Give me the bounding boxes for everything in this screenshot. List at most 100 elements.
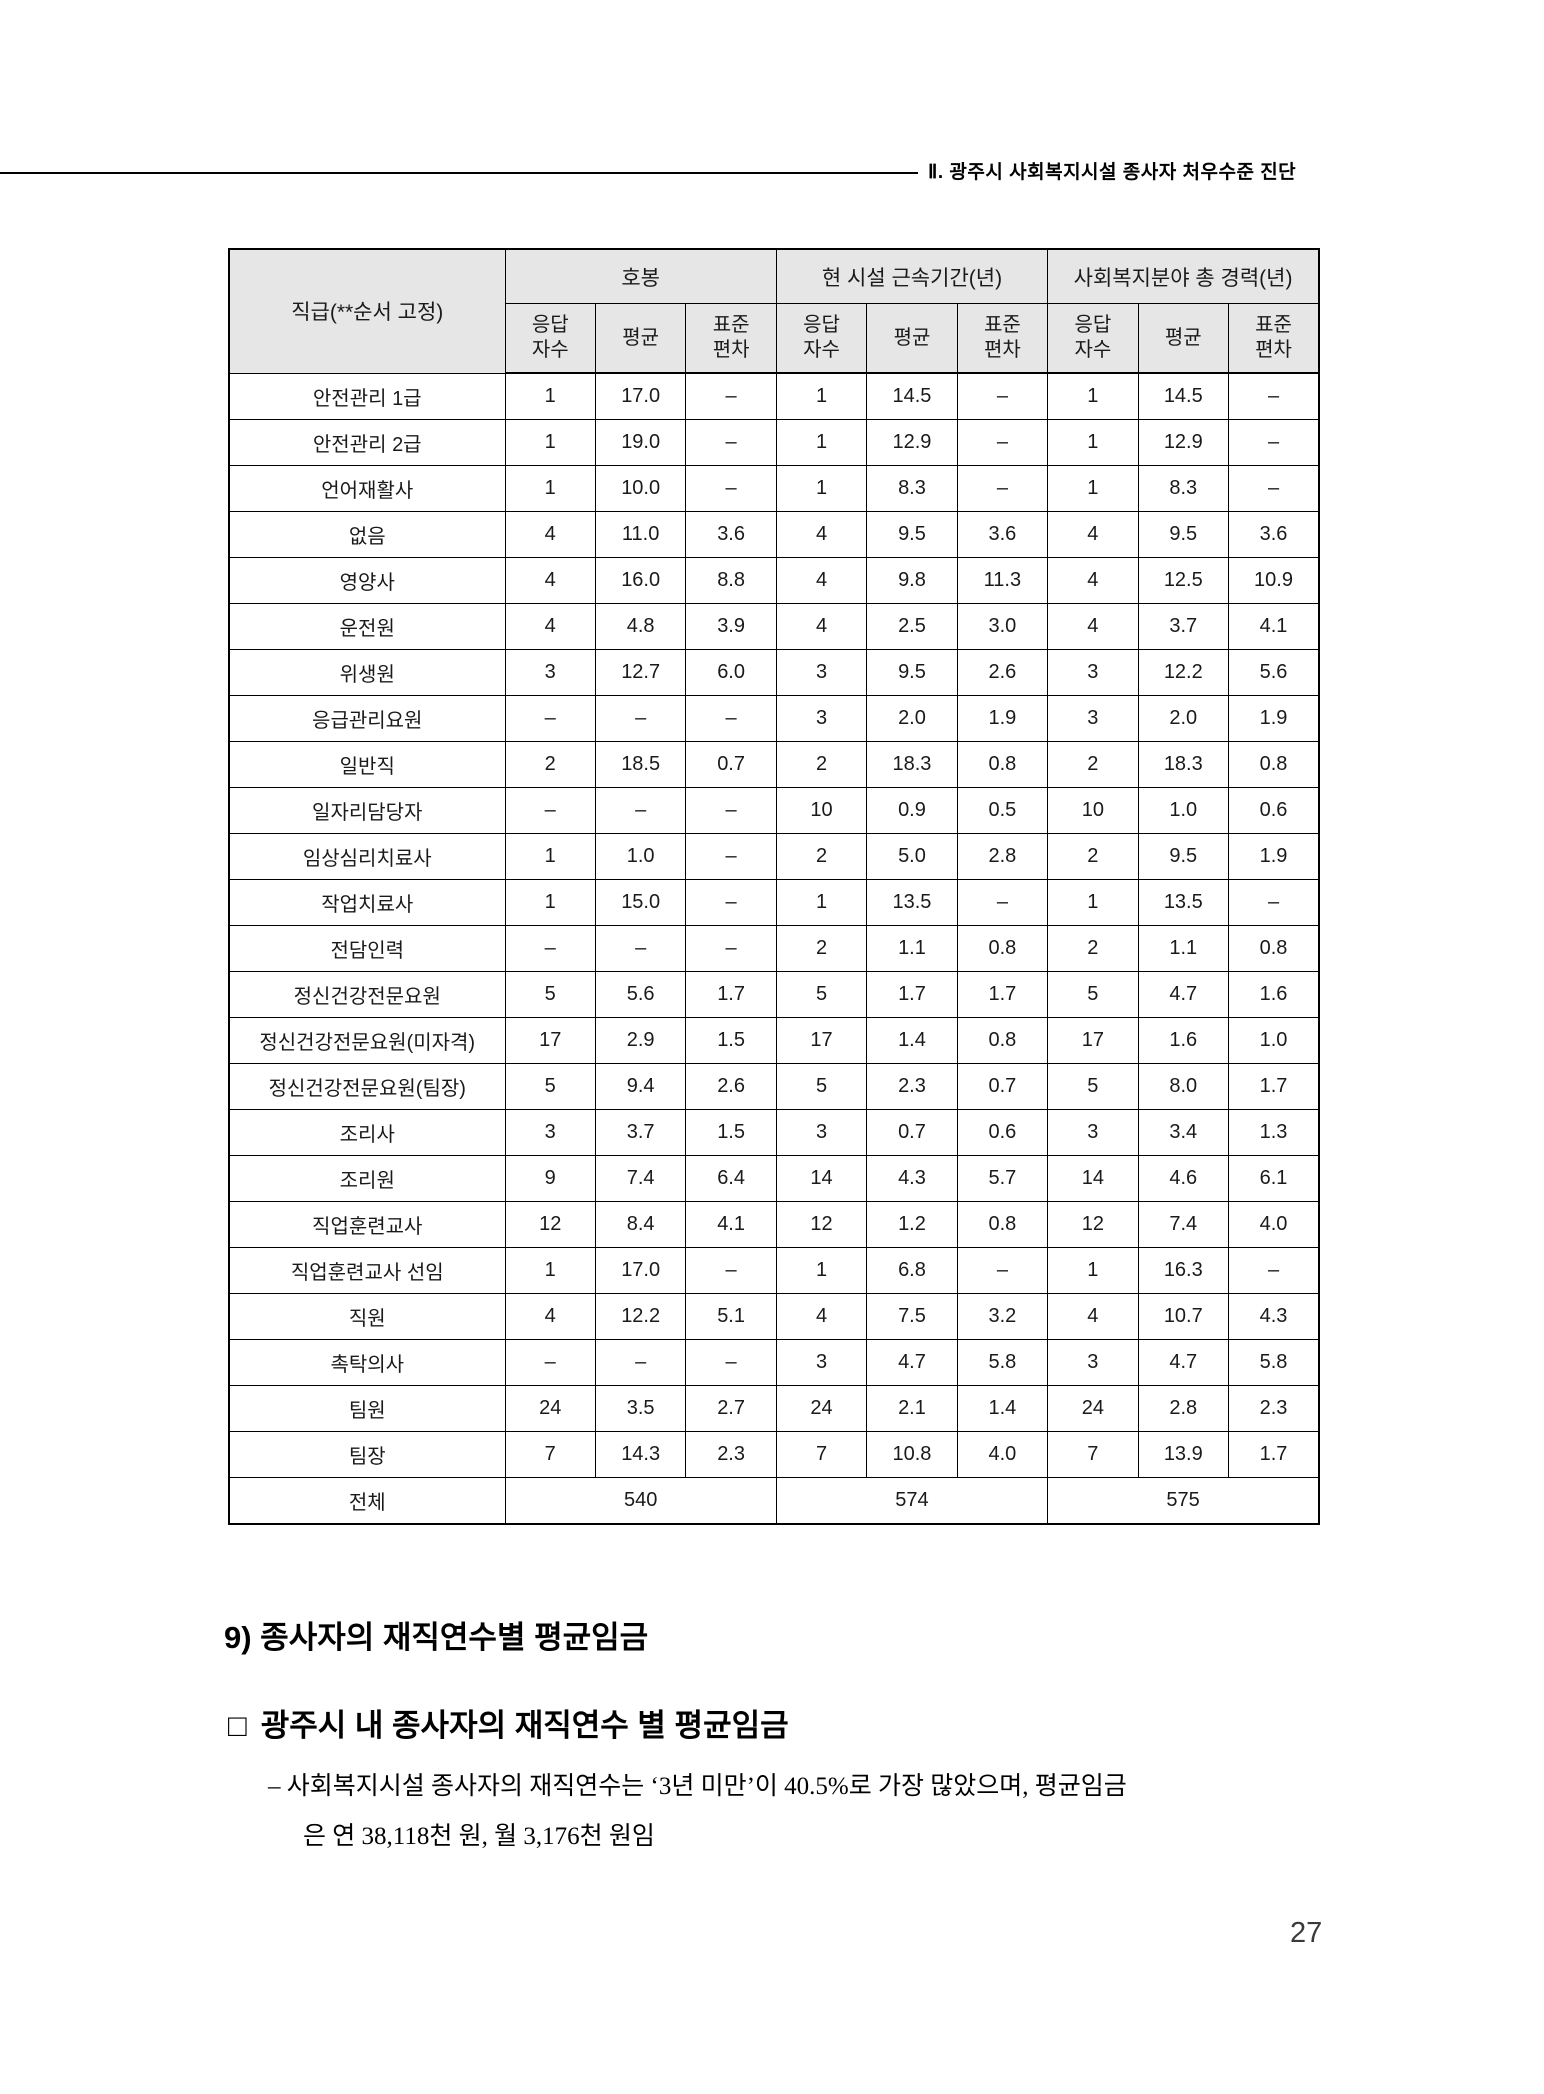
value-cell: 1 — [504, 419, 596, 466]
value-cell: – — [504, 925, 596, 972]
value-cell: – — [1228, 1247, 1320, 1294]
value-cell: 1 — [504, 372, 596, 420]
value-cell: 2.3 — [685, 1431, 777, 1478]
value-cell: 2.5 — [866, 603, 958, 650]
value-cell: 1 — [1047, 419, 1139, 466]
sub-section-heading-text: 광주시 내 종사자의 재직연수 별 평균임금 — [260, 1708, 789, 1743]
value-cell: 3.2 — [956, 1293, 1049, 1340]
value-cell: 2.8 — [1137, 1385, 1230, 1432]
value-cell: 4.6 — [1137, 1155, 1230, 1202]
value-cell: – — [685, 465, 777, 512]
value-cell: 18.3 — [866, 741, 958, 788]
value-cell: 1 — [1047, 465, 1139, 512]
value-cell: 5 — [1047, 1063, 1139, 1110]
row-label-cell: 정신건강전문요원 — [228, 971, 506, 1018]
table-row: 전담인력 – – –2 1.1 0.8 2 1.1 0.8 — [228, 925, 1320, 972]
value-cell: 4.0 — [956, 1431, 1049, 1478]
value-cell: 4.1 — [1228, 603, 1320, 650]
value-cell: 2 — [775, 741, 868, 788]
row-label-cell: 영양사 — [228, 557, 506, 604]
value-cell: 12.2 — [1137, 649, 1230, 696]
value-cell: 4 — [775, 511, 868, 558]
value-cell: 2 — [504, 741, 596, 788]
value-cell: 12.7 — [594, 649, 687, 696]
value-cell: 16.0 — [594, 557, 687, 604]
table-row: 촉탁의사 – – –3 4.7 5.8 3 4.7 5.8 — [228, 1339, 1320, 1386]
value-cell: 3.6 — [1228, 511, 1320, 558]
group-header-row: 직급(**순서 고정) 호봉 현 시설 근속기간(년) 사회복지분야 총 경력(… — [228, 248, 1320, 374]
running-header-title: Ⅱ. 광주시 사회복지시설 종사자 처우수준 진단 — [928, 162, 1297, 183]
value-cell: – — [685, 372, 777, 420]
value-cell: 0.8 — [1228, 925, 1320, 972]
value-cell: 1 — [775, 465, 868, 512]
value-cell: 2.3 — [1228, 1385, 1320, 1432]
sub-header-respondents: 응답 자수 — [1047, 303, 1139, 374]
value-cell: 3.6 — [685, 511, 777, 558]
value-cell: – — [504, 787, 596, 834]
table-row: 일자리담당자 – – –10 0.9 0.5 10 1.0 0.6 — [228, 787, 1320, 834]
value-cell: – — [1228, 465, 1320, 512]
value-cell: 3 — [1047, 1339, 1139, 1386]
table-row: 조리사 3 3.7 1.5 3 0.7 0.6 3 3.4 1.3 — [228, 1109, 1320, 1156]
value-cell: 1 — [504, 1247, 596, 1294]
value-cell: 1.5 — [685, 1017, 777, 1064]
value-cell: 3.5 — [594, 1385, 687, 1432]
value-cell: 7 — [1047, 1431, 1139, 1478]
value-cell: 4.8 — [594, 603, 687, 650]
corner-header-cell: 직급(**순서 고정) — [228, 248, 506, 374]
value-cell: 24 — [775, 1385, 868, 1432]
group-header-tenure: 현 시설 근속기간(년) — [775, 248, 1049, 304]
table-row: 안전관리 1급 1 17.0–1 14.5–1 14.5– — [228, 372, 1320, 420]
value-cell: 4 — [1047, 511, 1139, 558]
value-cell: 0.8 — [956, 1017, 1049, 1064]
sub-header-stddev: 표준 편차 — [1228, 303, 1320, 374]
value-cell: 1.9 — [1228, 695, 1320, 742]
value-cell: – — [594, 695, 687, 742]
value-cell: 4 — [1047, 1293, 1139, 1340]
value-cell: 13.5 — [866, 879, 958, 926]
value-cell: 3 — [775, 649, 868, 696]
value-cell: 7.4 — [1137, 1201, 1230, 1248]
table-header: 직급(**순서 고정) 호봉 현 시설 근속기간(년) 사회복지분야 총 경력(… — [228, 248, 1320, 374]
value-cell: – — [685, 1339, 777, 1386]
row-label-cell: 일자리담당자 — [228, 787, 506, 834]
value-cell: 12.2 — [594, 1293, 687, 1340]
value-cell: 8.8 — [685, 557, 777, 604]
row-label-cell: 직업훈련교사 — [228, 1201, 506, 1248]
sub-section-heading: □ 광주시 내 종사자의 재직연수 별 평균임금 — [228, 1706, 789, 1746]
value-cell: 1 — [504, 879, 596, 926]
value-cell: – — [594, 1339, 687, 1386]
row-label-cell: 안전관리 1급 — [228, 372, 506, 420]
value-cell: 10.0 — [594, 465, 687, 512]
value-cell: 9.5 — [866, 511, 958, 558]
group-header-hobong: 호봉 — [504, 248, 777, 304]
value-cell: 9 — [504, 1155, 596, 1202]
value-cell: 4.7 — [866, 1339, 958, 1386]
value-cell: 1.6 — [1137, 1017, 1230, 1064]
value-cell: 18.3 — [1137, 741, 1230, 788]
value-cell: 9.5 — [1137, 511, 1230, 558]
value-cell: – — [685, 419, 777, 466]
row-label-cell: 작업치료사 — [228, 879, 506, 926]
value-cell: 13.9 — [1137, 1431, 1230, 1478]
table-footer: 전체 540 574 575 — [228, 1477, 1320, 1525]
row-label-cell: 없음 — [228, 511, 506, 558]
value-cell: – — [594, 787, 687, 834]
value-cell: 12.9 — [866, 419, 958, 466]
row-label-cell: 팀원 — [228, 1385, 506, 1432]
value-cell: – — [1228, 372, 1320, 420]
value-cell: 3 — [1047, 1109, 1139, 1156]
value-cell: 1 — [1047, 1247, 1139, 1294]
value-cell: 17.0 — [594, 372, 687, 420]
value-cell: 7.4 — [594, 1155, 687, 1202]
value-cell: 1 — [504, 465, 596, 512]
value-cell: 3 — [1047, 649, 1139, 696]
value-cell: – — [504, 1339, 596, 1386]
value-cell: 1.9 — [956, 695, 1049, 742]
row-label-cell: 팀장 — [228, 1431, 506, 1478]
value-cell: 14 — [1047, 1155, 1139, 1202]
table-body: 안전관리 1급 1 17.0–1 14.5–1 14.5– 안전관리 2급 1 19.0–1 1… — [228, 372, 1320, 1478]
value-cell: 17.0 — [594, 1247, 687, 1294]
value-cell: 10 — [775, 787, 868, 834]
